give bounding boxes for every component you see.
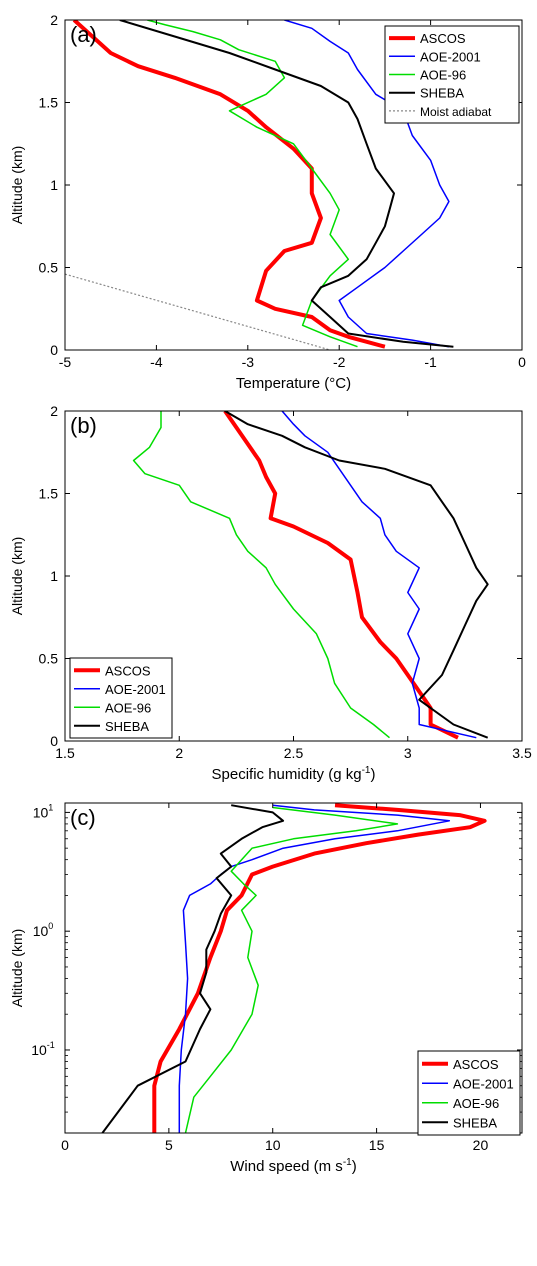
series-group xyxy=(65,20,454,350)
panel-1: -5 -4 -3 -2 -1 0 0 0.5 1 1.5 2 (a) Temperature (°C) A… xyxy=(9,12,526,392)
y-tick-label: 0 xyxy=(50,733,58,749)
series-line-ascos xyxy=(152,803,487,1133)
series-line-moist-adiabat xyxy=(65,273,331,350)
legend-label: AOE-2001 xyxy=(453,1076,514,1091)
x-tick-label: 0 xyxy=(61,1137,69,1153)
legend: ASCOS AOE-2001 AOE-96 SHEBA xyxy=(69,657,173,739)
x-tick-label: 1.5 xyxy=(55,745,75,761)
panel-label: (b) xyxy=(70,413,97,438)
y-axis-label: Altitude (km) xyxy=(9,537,25,616)
y-tick-label: 0.5 xyxy=(39,260,59,276)
panel-2: 1.5 2 2.5 3 3.5 0 0.5 1 1.5 2 (b) Specific humidity… xyxy=(9,403,532,783)
panel-label: (c) xyxy=(70,805,96,830)
legend-label: AOE-2001 xyxy=(420,49,481,64)
series-line-aoe-2001 xyxy=(284,20,450,348)
y-tick-label: 10-1 xyxy=(31,1040,55,1058)
x-tick-label: -2 xyxy=(333,354,346,370)
legend-label: AOE-2001 xyxy=(105,682,166,697)
y-tick-label: 2 xyxy=(50,12,58,28)
series-group xyxy=(132,411,489,740)
series-line-aoe-96 xyxy=(147,20,358,348)
series-line-ascos xyxy=(72,20,386,349)
x-axis-label: Wind speed (m s-1) xyxy=(230,1157,356,1175)
legend-label: SHEBA xyxy=(453,1115,497,1130)
y-tick-label: 1 xyxy=(50,177,58,193)
legend-label: AOE-96 xyxy=(420,68,466,83)
y-tick-label: 100 xyxy=(33,921,54,939)
plot-frame xyxy=(64,802,523,1134)
series-line-aoe-96 xyxy=(132,411,390,739)
legend: ASCOS AOE-2001 AOE-96 SHEBA Moist adiabat xyxy=(384,25,520,124)
x-tick-label: 3 xyxy=(404,745,412,761)
series-line-sheba xyxy=(101,804,285,1133)
x-tick-label: 10 xyxy=(265,1137,281,1153)
panel-3: 0 5 10 15 20 10-1 100 101 (c) Wind speed (m s-1) A… xyxy=(9,802,523,1175)
y-tick-label: 0 xyxy=(50,342,58,358)
panel-label: (a) xyxy=(70,22,97,47)
x-axis-label: Specific humidity (g kg-1) xyxy=(212,765,376,783)
y-tick-label: 101 xyxy=(33,802,54,820)
x-tick-label: 15 xyxy=(369,1137,385,1153)
legend-label: SHEBA xyxy=(105,719,149,734)
x-tick-label: -5 xyxy=(59,354,72,370)
series-group xyxy=(101,803,487,1133)
x-tick-label: 5 xyxy=(165,1137,173,1153)
y-tick-label: 1.5 xyxy=(39,95,59,111)
x-tick-label: 2 xyxy=(175,745,183,761)
series-line-ascos xyxy=(223,411,459,740)
series-line-sheba xyxy=(119,20,454,348)
y-tick-label: 1.5 xyxy=(39,486,59,502)
y-tick-label: 1 xyxy=(50,568,58,584)
x-tick-label: -1 xyxy=(424,354,437,370)
legend-label: SHEBA xyxy=(420,86,464,101)
x-tick-label: 0 xyxy=(518,354,526,370)
x-tick-label: 2.5 xyxy=(284,745,304,761)
legend: ASCOS AOE-2001 AOE-96 SHEBA xyxy=(417,1050,521,1136)
legend-label: Moist adiabat xyxy=(420,105,492,119)
x-tick-label: 3.5 xyxy=(512,745,532,761)
legend-label: AOE-96 xyxy=(105,700,151,715)
x-axis-label: Temperature (°C) xyxy=(236,375,351,392)
series-line-aoe-2001 xyxy=(281,411,477,739)
series-line-sheba xyxy=(224,411,489,739)
x-tick-label: -3 xyxy=(242,354,255,370)
y-axis-label: Altitude (km) xyxy=(9,929,25,1008)
y-axis-label: Altitude (km) xyxy=(9,146,25,225)
x-tick-label: 20 xyxy=(473,1137,489,1153)
y-tick-label: 0.5 xyxy=(39,651,59,667)
x-tick-label: -4 xyxy=(150,354,163,370)
legend-label: AOE-96 xyxy=(453,1096,499,1111)
legend-label: ASCOS xyxy=(453,1057,499,1072)
series-line-aoe-96 xyxy=(184,806,399,1133)
legend-label: ASCOS xyxy=(420,31,466,46)
y-tick-label: 2 xyxy=(50,403,58,419)
legend-label: ASCOS xyxy=(105,663,151,678)
